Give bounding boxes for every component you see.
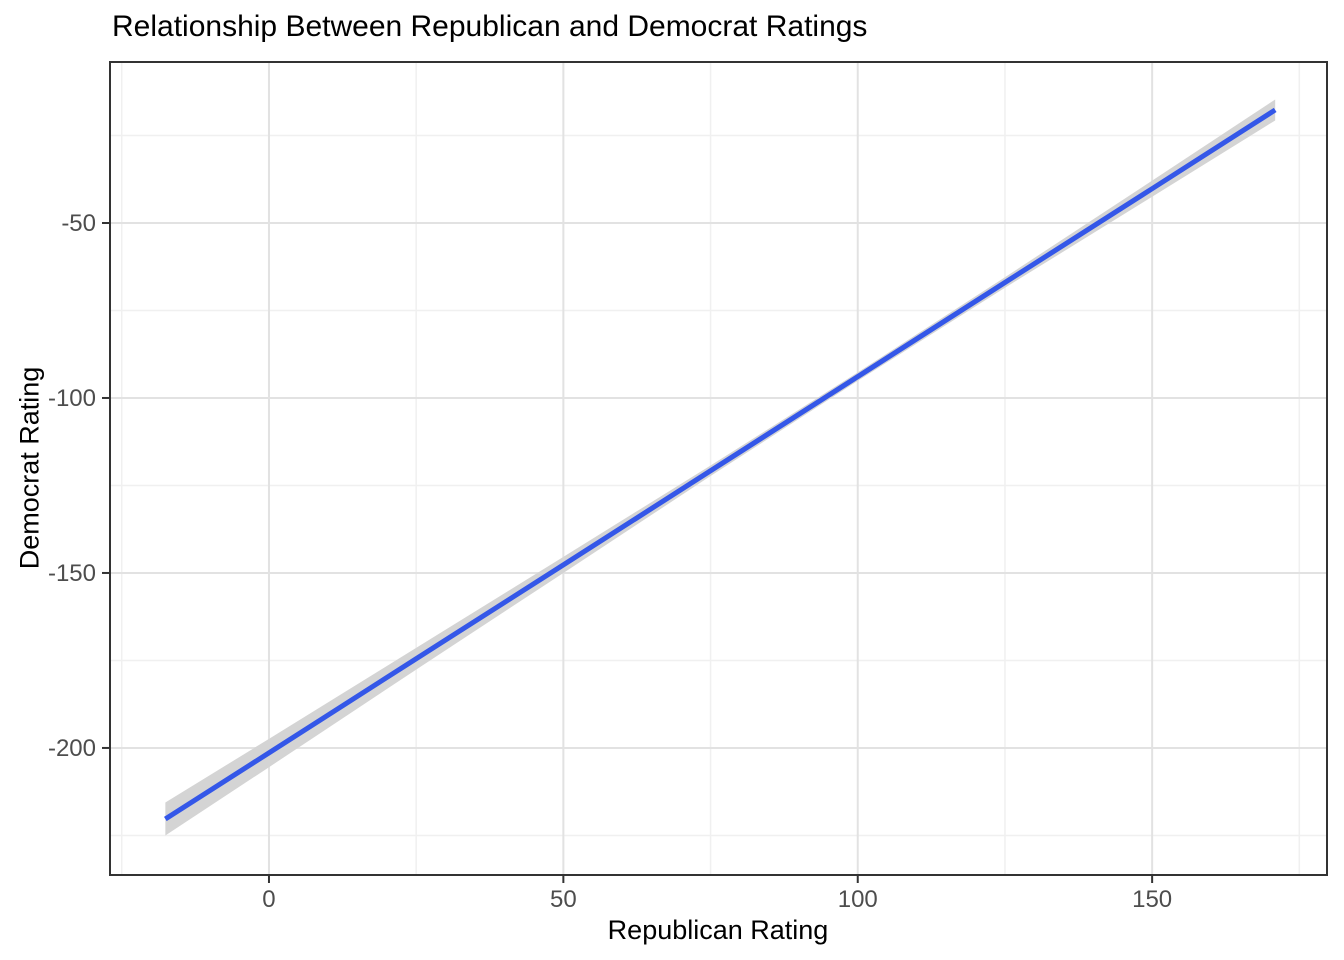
x-tick-label: 0 <box>262 886 275 913</box>
y-tick-label: -200 <box>48 735 96 762</box>
y-tick-label: -150 <box>48 560 96 587</box>
chart-title: Relationship Between Republican and Demo… <box>112 10 868 43</box>
y-tick-label: -50 <box>61 210 96 237</box>
x-tick-label: 100 <box>838 886 878 913</box>
x-axis-title: Republican Rating <box>607 915 829 945</box>
y-axis-title: Democrat Rating <box>14 366 45 570</box>
x-tick-label: 50 <box>550 886 577 913</box>
regression-line <box>163 107 1277 822</box>
x-tick-label: 150 <box>1132 886 1172 913</box>
panel-border <box>109 61 1328 876</box>
y-tick-label: -100 <box>48 385 96 412</box>
